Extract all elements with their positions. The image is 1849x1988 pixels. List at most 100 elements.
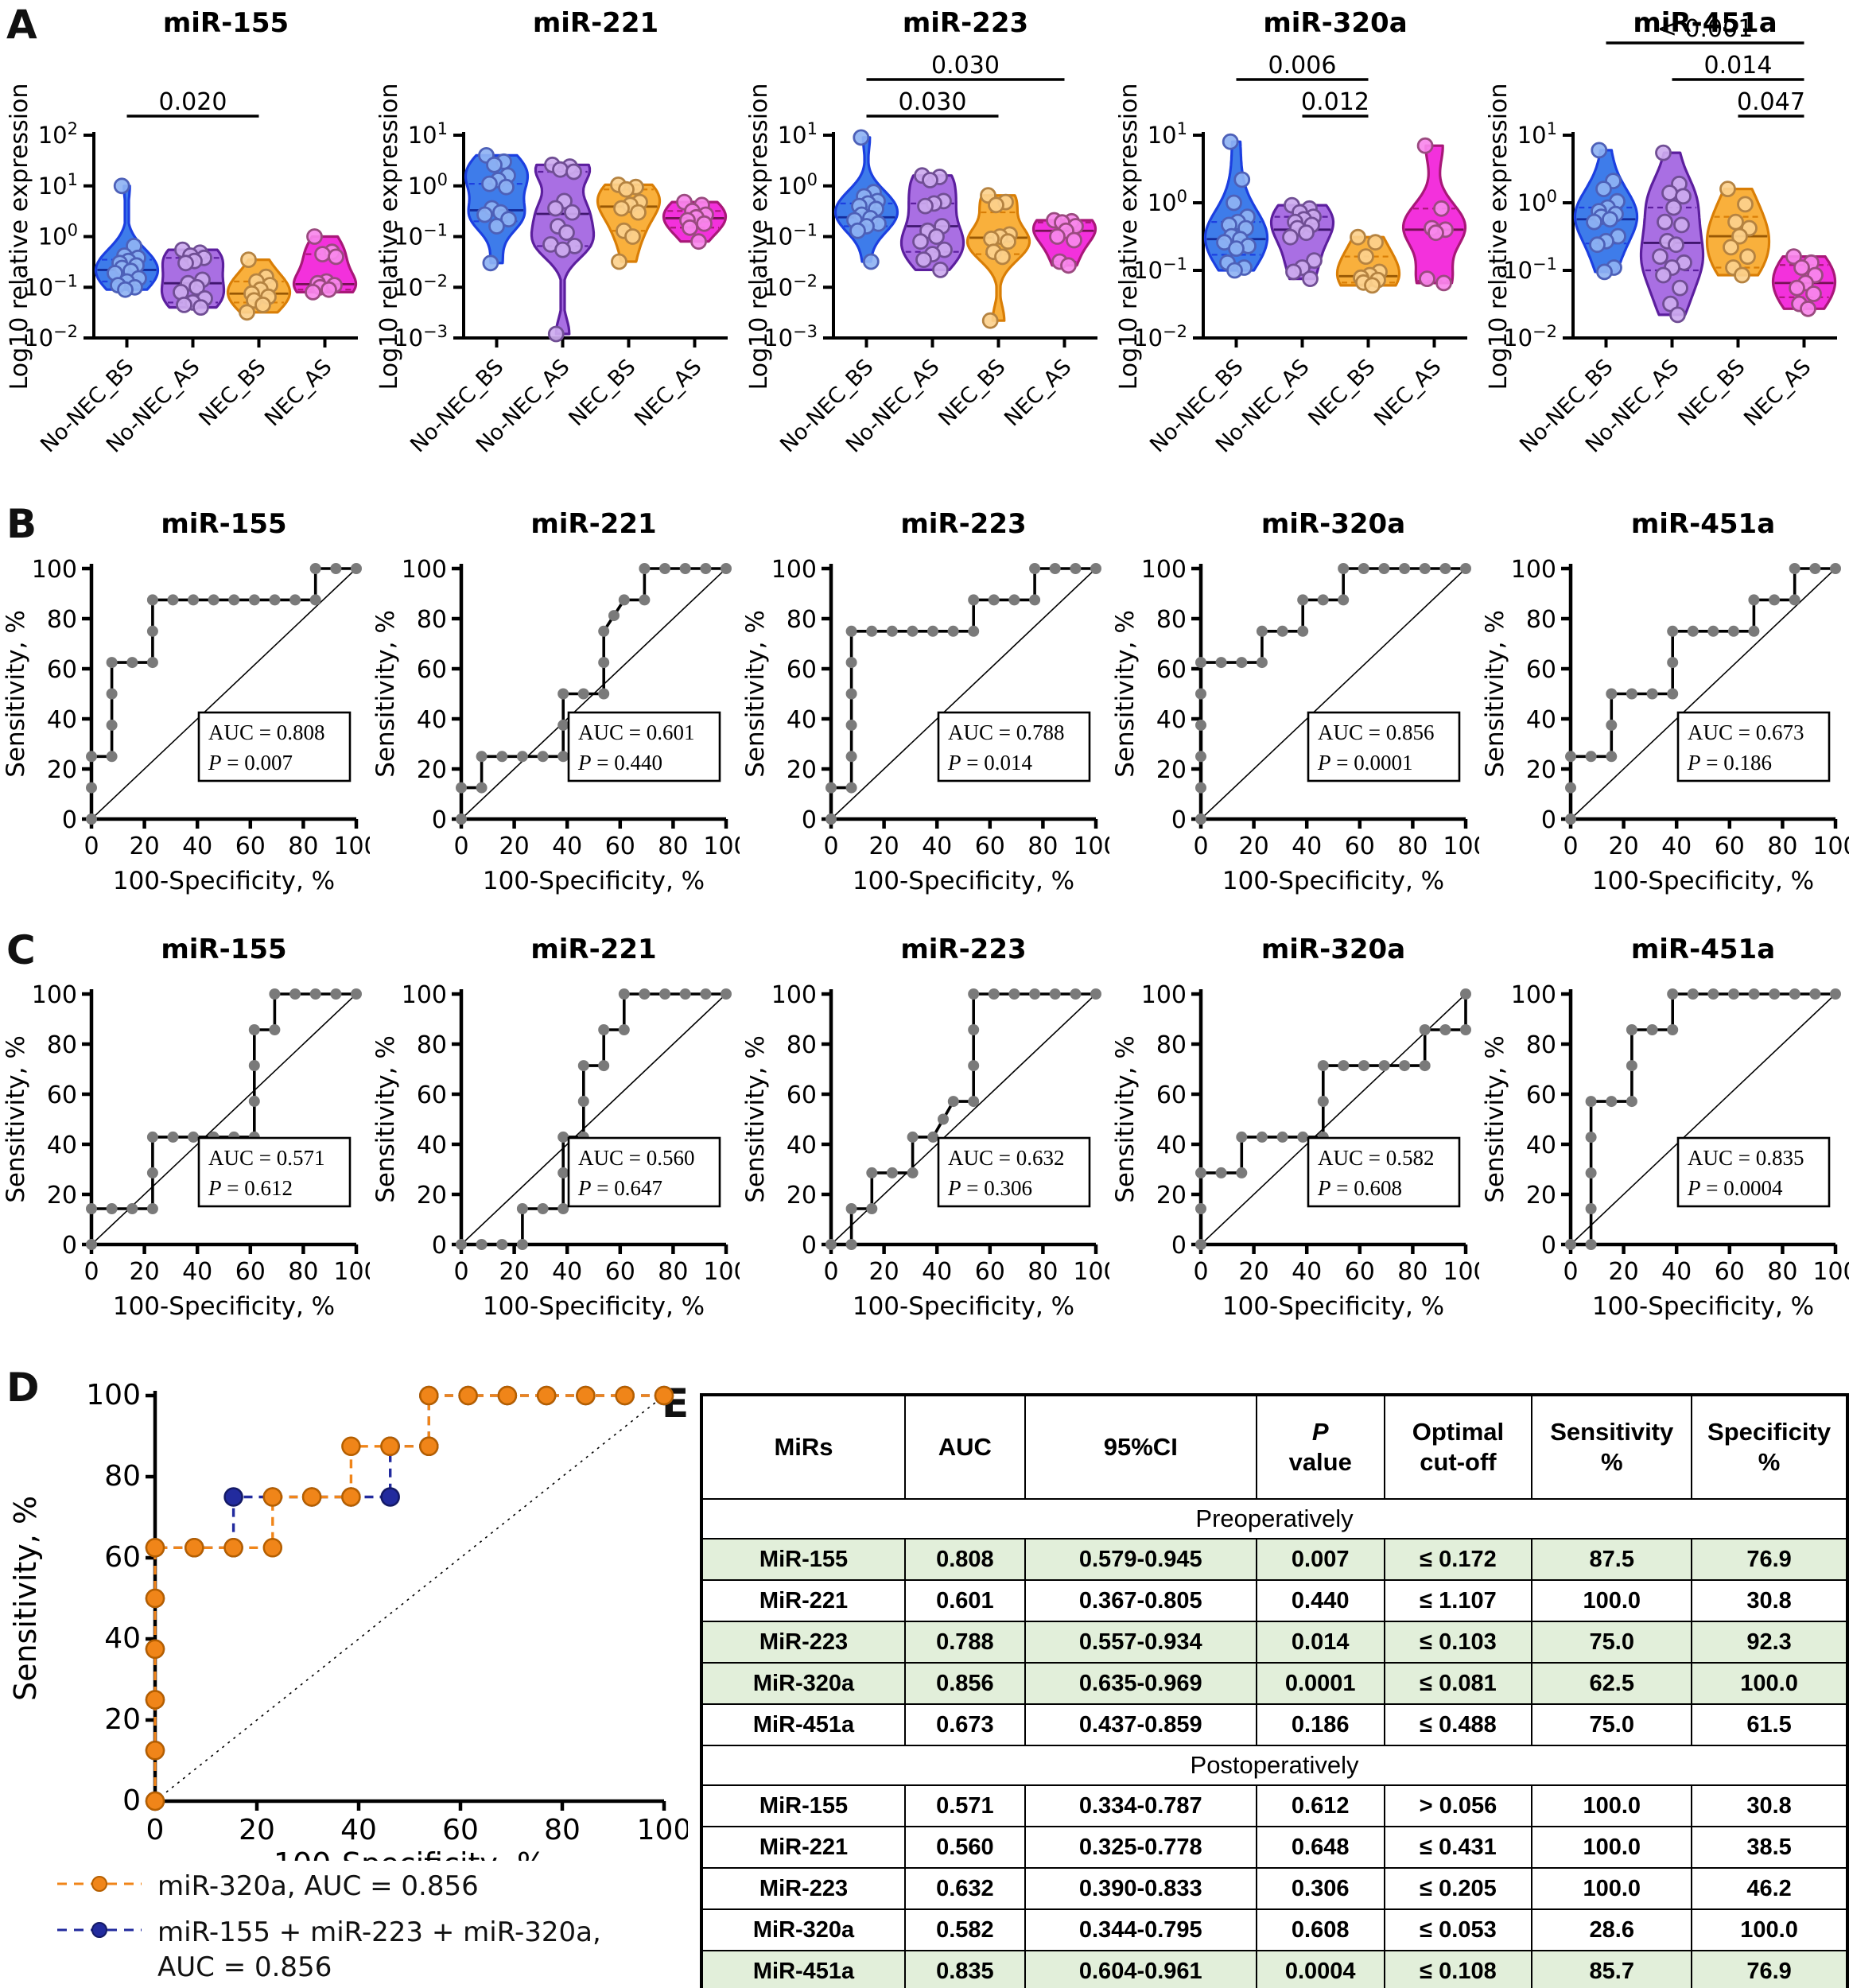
table-cell: 0.632 bbox=[904, 1867, 1026, 1910]
svg-text:100: 100 bbox=[771, 981, 817, 1009]
svg-text:0: 0 bbox=[1563, 1258, 1578, 1286]
legend-label: miR-320a, AUC = 0.856 bbox=[157, 1870, 479, 1902]
svg-text:100: 100 bbox=[333, 1258, 370, 1286]
svg-text:60: 60 bbox=[1156, 656, 1187, 684]
svg-text:P = 0.186: P = 0.186 bbox=[1687, 751, 1772, 775]
svg-text:101: 101 bbox=[1148, 119, 1187, 149]
svg-text:60: 60 bbox=[787, 1081, 817, 1109]
svg-text:0: 0 bbox=[122, 1784, 141, 1817]
svg-text:miR-223: miR-223 bbox=[900, 934, 1026, 965]
table-cell: 38.5 bbox=[1691, 1826, 1848, 1869]
svg-text:0.030: 0.030 bbox=[899, 88, 967, 116]
svg-text:100: 100 bbox=[408, 170, 448, 200]
svg-text:10−1: 10−1 bbox=[394, 221, 448, 250]
svg-text:miR-451a: miR-451a bbox=[1631, 508, 1775, 540]
svg-text:Sensitivity, %: Sensitivity, % bbox=[1481, 1035, 1509, 1203]
svg-text:AUC = 0.673: AUC = 0.673 bbox=[1688, 720, 1804, 744]
svg-text:Sensitivity, %: Sensitivity, % bbox=[1111, 610, 1140, 778]
svg-text:miR-223: miR-223 bbox=[900, 508, 1026, 540]
table-section-row: Postoperatively bbox=[701, 1745, 1848, 1786]
svg-text:P = 0.007: P = 0.007 bbox=[208, 751, 293, 775]
svg-text:80: 80 bbox=[417, 606, 447, 634]
svg-text:10−1: 10−1 bbox=[1133, 254, 1187, 284]
svg-text:20: 20 bbox=[130, 833, 160, 860]
svg-text:AUC = 0.808: AUC = 0.808 bbox=[208, 720, 324, 744]
table-cell: 0.186 bbox=[1255, 1703, 1385, 1746]
svg-text:0: 0 bbox=[1193, 833, 1208, 860]
table-header-cell: Optimal cut-off bbox=[1383, 1394, 1533, 1500]
table-header-cell: Specificity% bbox=[1691, 1394, 1848, 1500]
svg-text:40: 40 bbox=[787, 706, 817, 734]
svg-text:Log10 relative expression: Log10 relative expression bbox=[745, 83, 773, 390]
roc-svg-B-451a: miR-451a 00 20 20 40 40 60 60 80 80 100 100 100-Spec… bbox=[1481, 508, 1849, 895]
roc-combined-legend: miR-320a, AUC = 0.856 miR-155 + miR-223 +… bbox=[56, 1869, 708, 1985]
table-cell: 0.648 bbox=[1255, 1826, 1385, 1869]
table-cell: ≤ 0.205 bbox=[1383, 1867, 1533, 1910]
svg-text:AUC = 0.601: AUC = 0.601 bbox=[578, 720, 694, 744]
svg-text:101: 101 bbox=[408, 119, 448, 149]
roc-svg-C-320a: miR-320a 00 20 20 40 40 60 60 80 80 100 100 100-Spec… bbox=[1111, 934, 1489, 1321]
roc-svg-B-221: miR-221 00 20 20 40 40 60 60 80 80 100 100 100-Speci… bbox=[371, 508, 749, 895]
svg-text:40: 40 bbox=[47, 706, 77, 734]
table-cell: 0.579-0.945 bbox=[1024, 1538, 1257, 1581]
svg-text:100: 100 bbox=[703, 1258, 740, 1286]
svg-text:40: 40 bbox=[340, 1814, 377, 1846]
svg-text:20: 20 bbox=[499, 1258, 530, 1286]
svg-text:0: 0 bbox=[432, 806, 447, 834]
svg-text:80: 80 bbox=[658, 833, 688, 860]
table-cell: 100.0 bbox=[1531, 1579, 1693, 1622]
table-cell: MiR-451a bbox=[700, 1703, 907, 1746]
svg-text:100: 100 bbox=[1141, 556, 1187, 584]
svg-text:60: 60 bbox=[1526, 1081, 1556, 1109]
svg-text:40: 40 bbox=[1156, 1132, 1187, 1159]
svg-text:100: 100 bbox=[637, 1814, 688, 1846]
table-cell: 0.306 bbox=[1255, 1867, 1385, 1910]
svg-text:40: 40 bbox=[1156, 706, 1187, 734]
svg-text:0: 0 bbox=[802, 1232, 817, 1260]
table-row: MiR-155 0.808 0.579-0.945 0.007 ≤ 0.172 87.5 7… bbox=[700, 1538, 1848, 1581]
svg-text:100: 100 bbox=[703, 833, 740, 860]
table-row: MiR-451a 0.673 0.437-0.859 0.186 ≤ 0.488 75.0… bbox=[700, 1703, 1848, 1746]
svg-text:80: 80 bbox=[1526, 1031, 1556, 1059]
svg-text:0: 0 bbox=[146, 1814, 165, 1846]
svg-text:80: 80 bbox=[1156, 1031, 1187, 1059]
roc-svg-C-221: miR-221 00 20 20 40 40 60 60 80 80 100 100 100-Speci… bbox=[371, 934, 749, 1321]
svg-text:80: 80 bbox=[1397, 1258, 1428, 1286]
svg-text:100-Specificity, %: 100-Specificity, % bbox=[483, 1292, 705, 1321]
table-cell: 0.440 bbox=[1255, 1579, 1385, 1622]
svg-text:80: 80 bbox=[787, 606, 817, 634]
legend-marker-icon bbox=[57, 1922, 142, 1938]
svg-text:60: 60 bbox=[47, 656, 77, 684]
svg-text:P = 0.440: P = 0.440 bbox=[577, 751, 662, 775]
panel-label-c: C bbox=[6, 927, 36, 973]
svg-text:10−2: 10−2 bbox=[1133, 322, 1187, 351]
table-cell: ≤ 0.172 bbox=[1383, 1538, 1533, 1581]
table-row: MiR-320a 0.582 0.344-0.795 0.608 ≤ 0.053 28.6… bbox=[700, 1908, 1848, 1951]
svg-text:60: 60 bbox=[104, 1541, 141, 1574]
svg-text:100: 100 bbox=[1812, 833, 1849, 860]
svg-text:100: 100 bbox=[1443, 833, 1479, 860]
table-cell: 85.7 bbox=[1531, 1950, 1693, 1988]
table-cell: 0.325-0.778 bbox=[1024, 1826, 1257, 1869]
svg-text:10−2: 10−2 bbox=[1503, 322, 1557, 351]
svg-text:P = 0.306: P = 0.306 bbox=[947, 1176, 1032, 1200]
table-cell: 0.014 bbox=[1255, 1621, 1385, 1664]
svg-text:40: 40 bbox=[1292, 833, 1322, 860]
svg-text:40: 40 bbox=[1526, 1132, 1556, 1159]
svg-text:40: 40 bbox=[182, 833, 212, 860]
svg-text:20: 20 bbox=[1239, 1258, 1269, 1286]
svg-text:40: 40 bbox=[552, 1258, 582, 1286]
table-row: MiR-320a 0.856 0.635-0.969 0.0001 ≤ 0.081 62.… bbox=[700, 1662, 1848, 1705]
table-cell: 0.007 bbox=[1255, 1538, 1385, 1581]
svg-text:60: 60 bbox=[235, 1258, 266, 1286]
svg-text:40: 40 bbox=[1661, 833, 1692, 860]
roc-post-mir-155: miR-155 00 20 20 40 40 60 60 80 80 100 100 100-Speci… bbox=[0, 926, 379, 1343]
table-header-cell: Sensitivity% bbox=[1531, 1394, 1693, 1500]
table-cell: 0.0001 bbox=[1255, 1662, 1385, 1705]
table-cell: ≤ 0.108 bbox=[1383, 1950, 1533, 1988]
